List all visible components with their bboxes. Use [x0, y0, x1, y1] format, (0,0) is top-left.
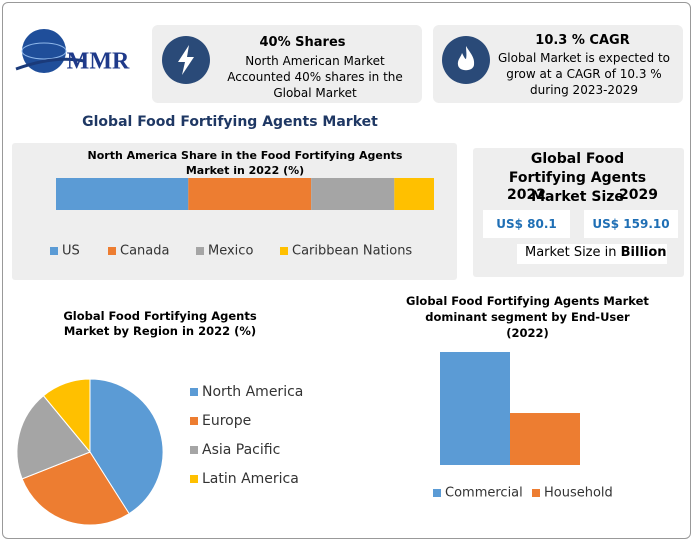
logo-text: MMR: [67, 49, 130, 75]
legend-label: Asia Pacific: [202, 442, 280, 458]
legend-swatch: [532, 489, 540, 497]
logo: MMR: [15, 29, 130, 75]
legend-swatch: [108, 247, 116, 255]
note-bg: [517, 244, 667, 264]
legend-label: Household: [544, 486, 613, 501]
size-value: US$ 159.10: [584, 210, 678, 238]
legend-label: Canada: [120, 244, 169, 259]
legend-swatch: [190, 475, 198, 483]
bar-segment: [311, 178, 395, 210]
bar-segment: [56, 178, 189, 210]
legend-swatch: [190, 388, 198, 396]
stat-title: 10.3 % CAGR: [535, 33, 630, 48]
bar-segment: [188, 178, 312, 210]
chart-title: Global Food Fortifying Agents Market by …: [63, 309, 257, 338]
legend-swatch: [433, 489, 441, 497]
bar-segment: [394, 178, 434, 210]
chart-title: Global Food Fortifying Agents Market dom…: [406, 294, 649, 340]
legend-swatch: [190, 446, 198, 454]
pie-slice: [16, 395, 91, 480]
size-note: Market Size in Billion: [525, 245, 667, 260]
icon: [162, 36, 210, 84]
legend-label: Latin America: [202, 471, 299, 487]
size-title: Global Food Fortifying Agents Market Siz…: [508, 151, 647, 205]
bar: [510, 413, 580, 465]
legend-label: Caribbean Nations: [292, 244, 412, 259]
flame: [457, 46, 475, 71]
bar: [440, 352, 510, 465]
globe-line: [21, 42, 67, 60]
stat-title: 40% Shares: [259, 35, 346, 50]
note-unit: Billion: [620, 245, 667, 260]
panel: [12, 143, 457, 280]
legend-label: Mexico: [208, 244, 253, 259]
stat-text: North American Market Accounted 40% shar…: [227, 54, 403, 100]
legend-swatch: [190, 417, 198, 425]
swoosh: [15, 57, 85, 71]
note: Market Size in: [525, 245, 617, 260]
legend-label: Commercial: [445, 486, 523, 501]
chart-title: North America Share in the Food Fortifyi…: [87, 149, 403, 177]
legend-label: US: [62, 244, 80, 259]
legend-swatch: [280, 247, 288, 255]
size-value: US$ 80.1: [483, 210, 570, 238]
main-title: Global Food Fortifying Agents Market: [82, 114, 378, 130]
legend-swatch: [50, 247, 58, 255]
bolt: [178, 45, 194, 75]
year: 2022: [507, 187, 546, 203]
legend-swatch: [196, 247, 204, 255]
legend-label: Europe: [202, 413, 251, 429]
stat-text: Global Market is expected to grow at a C…: [498, 51, 670, 97]
year: 2029: [619, 187, 658, 203]
pie-slice: [42, 378, 91, 454]
globe: [22, 29, 66, 73]
icon: [442, 36, 490, 84]
legend-label: North America: [202, 384, 303, 400]
pie-slice: [21, 451, 130, 526]
